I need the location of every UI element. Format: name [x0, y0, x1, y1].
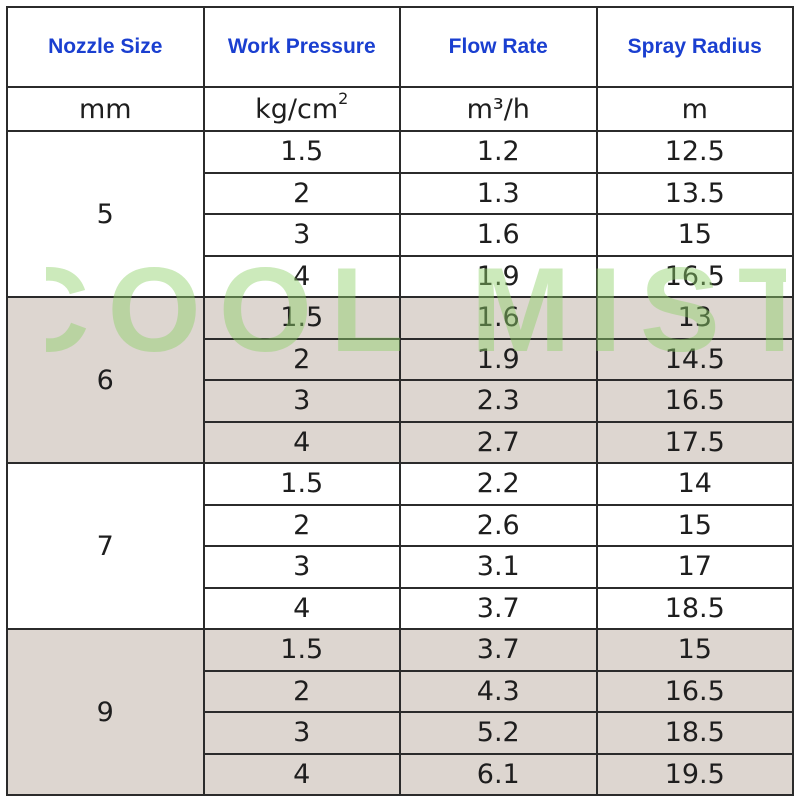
flow-cell: 1.6	[399, 296, 598, 340]
pressure-cell: 4	[202, 420, 401, 464]
pressure-cell: 4	[202, 254, 401, 298]
radius-cell: 16.5	[595, 254, 794, 298]
flow-cell: 5.2	[399, 711, 598, 755]
table-row: 2 2.6 15	[7, 503, 794, 547]
flow-cell: 6.1	[399, 752, 598, 796]
radius-cell: 13.5	[595, 171, 794, 215]
header-flow-rate: Flow Rate	[399, 6, 598, 88]
pressure-cell: 1.5	[202, 628, 401, 672]
unit-pressure-base: kg/cm	[255, 94, 339, 125]
radius-cell: 14	[595, 462, 794, 506]
unit-pressure: kg/cm2	[202, 86, 401, 132]
flow-cell: 3.7	[399, 586, 598, 630]
table-row: 4 3.7 18.5	[7, 586, 794, 630]
flow-cell: 3.1	[399, 545, 598, 589]
table-row: 2 4.3 16.5	[7, 669, 794, 713]
table-row: 3 2.3 16.5	[7, 379, 794, 423]
nozzle-size-cell: 9	[6, 628, 205, 796]
table-row: 6 1.5 1.6 13	[6, 296, 794, 464]
header-spray-radius: Spray Radius	[595, 6, 794, 88]
table-row: 2 1.9 14.5	[7, 337, 794, 381]
flow-cell: 2.3	[399, 379, 598, 423]
flow-cell: 1.6	[399, 213, 598, 257]
table-row: 3 5.2 18.5	[7, 711, 794, 755]
radius-cell: 17	[595, 545, 794, 589]
flow-cell: 1.3	[399, 171, 598, 215]
nozzle-size-cell: 6	[6, 296, 205, 464]
pressure-cell: 3	[202, 711, 401, 755]
pressure-cell: 2	[202, 337, 401, 381]
pressure-cell: 1.5	[202, 130, 401, 174]
table-row: 4 1.9 16.5	[7, 254, 794, 298]
pressure-cell: 2	[202, 669, 401, 713]
spec-table-container: Nozzle Size Work Pressure Flow Rate Spra…	[6, 6, 794, 796]
radius-cell: 19.5	[595, 752, 794, 796]
pressure-cell: 4	[202, 586, 401, 630]
header-work-pressure: Work Pressure	[202, 6, 401, 88]
flow-cell: 1.9	[399, 254, 598, 298]
flow-cell: 3.7	[399, 628, 598, 672]
radius-cell: 16.5	[595, 669, 794, 713]
table-body: mm kg/cm2 m³/h m 5 1.5 1.2 12.5 2 1.3 13.5 3 1.6…	[6, 86, 794, 796]
table-row: 3 3.1 17	[7, 545, 794, 589]
flow-cell: 4.3	[399, 669, 598, 713]
radius-cell: 15	[595, 213, 794, 257]
nozzle-size-cell: 5	[6, 130, 205, 298]
radius-cell: 18.5	[595, 711, 794, 755]
table-row: 2 1.3 13.5	[7, 171, 794, 215]
unit-pressure-exp: 2	[338, 89, 349, 108]
pressure-cell: 4	[202, 752, 401, 796]
pressure-cell: 2	[202, 503, 401, 547]
table-row: 7 1.5 2.2 14	[6, 462, 794, 630]
pressure-cell: 3	[202, 545, 401, 589]
header-row: Nozzle Size Work Pressure Flow Rate Spra…	[6, 6, 794, 88]
nozzle-size-cell: 7	[6, 462, 205, 630]
radius-cell: 15	[595, 503, 794, 547]
pressure-cell: 3	[202, 379, 401, 423]
radius-cell: 15	[595, 628, 794, 672]
radius-cell: 17.5	[595, 420, 794, 464]
flow-cell: 2.2	[399, 462, 598, 506]
flow-cell: 2.7	[399, 420, 598, 464]
table-row: 3 1.6 15	[7, 213, 794, 257]
pressure-cell: 1.5	[202, 462, 401, 506]
radius-cell: 13	[595, 296, 794, 340]
table-row: 4 2.7 17.5	[7, 420, 794, 464]
units-row: mm kg/cm2 m³/h m	[6, 86, 794, 132]
table-row: 5 1.5 1.2 12.5	[6, 130, 794, 298]
unit-radius: m	[595, 86, 794, 132]
header-nozzle-size: Nozzle Size	[6, 6, 205, 88]
flow-cell: 1.9	[399, 337, 598, 381]
unit-nozzle: mm	[6, 86, 205, 132]
radius-cell: 12.5	[595, 130, 794, 174]
pressure-cell: 1.5	[202, 296, 401, 340]
radius-cell: 18.5	[595, 586, 794, 630]
radius-cell: 16.5	[595, 379, 794, 423]
flow-cell: 2.6	[399, 503, 598, 547]
nozzle-spec-table: Nozzle Size Work Pressure Flow Rate Spra…	[6, 6, 794, 796]
radius-cell: 14.5	[595, 337, 794, 381]
table-row: 4 6.1 19.5	[7, 752, 794, 796]
flow-cell: 1.2	[399, 130, 598, 174]
unit-flow: m³/h	[399, 86, 598, 132]
pressure-cell: 3	[202, 213, 401, 257]
pressure-cell: 2	[202, 171, 401, 215]
table-row: 9 1.5 3.7 15	[6, 628, 794, 796]
